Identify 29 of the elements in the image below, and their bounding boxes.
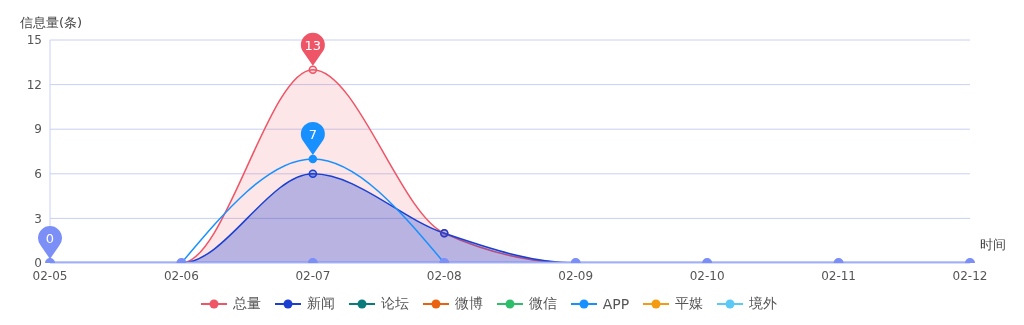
y-tick-label: 6 xyxy=(34,167,42,182)
legend-label: 微信 xyxy=(528,295,557,313)
point xyxy=(308,154,318,164)
x-tick-label: 02-08 xyxy=(426,268,462,283)
y-tick-label: 12 xyxy=(26,77,42,92)
legend-label: 微博 xyxy=(454,295,483,313)
legend-label: 新闻 xyxy=(306,295,335,313)
x-tick-label: 02-09 xyxy=(558,268,594,283)
y-tick-label: 9 xyxy=(34,122,42,137)
legend-label: 论坛 xyxy=(380,295,409,313)
annotation: 7 xyxy=(308,126,317,142)
legend-label: 平媒 xyxy=(675,295,704,313)
x-tick-label: 02-12 xyxy=(952,268,988,283)
point xyxy=(308,169,318,179)
annotation: 0 xyxy=(45,231,55,246)
annotation: 13 xyxy=(304,37,322,53)
x-tick-label: 02-07 xyxy=(295,268,331,283)
y-axis-title: 信息量(条) xyxy=(20,14,83,32)
y-tick-label: 0 xyxy=(34,256,42,271)
x-tick-label: 02-05 xyxy=(32,268,68,283)
legend-label: 境外 xyxy=(749,295,778,313)
legend-label: APP xyxy=(602,296,630,312)
x-axis-title: 时间 xyxy=(980,236,1006,254)
x-tick-label: 02-10 xyxy=(689,268,725,283)
y-tick-label: 15 xyxy=(26,33,42,48)
x-tick-label: 02-06 xyxy=(163,268,199,283)
legend-label: 总量 xyxy=(232,295,261,313)
y-tick-label: 3 xyxy=(34,211,42,226)
x-tick-label: 02-11 xyxy=(821,268,857,283)
